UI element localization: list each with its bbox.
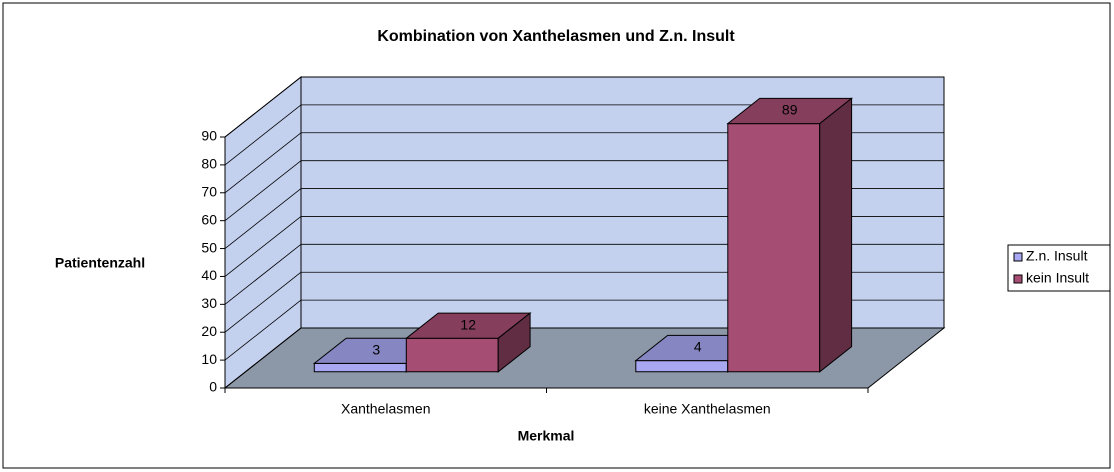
y-axis-label: Patientenzahl <box>55 255 145 271</box>
x-tick-label: keine Xanthelasmen <box>644 401 771 417</box>
bar-front <box>635 360 729 373</box>
y-tick-label: 30 <box>201 295 217 311</box>
grid-line <box>224 244 302 305</box>
grid-line <box>224 160 302 221</box>
data-label: 3 <box>372 342 380 358</box>
data-label: 12 <box>460 316 476 332</box>
grid-line <box>224 216 302 277</box>
chart-title: Kombination von Xanthelasmen und Z.n. In… <box>377 28 735 45</box>
x-tick-label: Xanthelasmen <box>341 401 431 417</box>
bar-front <box>727 123 821 373</box>
y-tick-label: 70 <box>201 183 217 199</box>
legend-swatch <box>1013 252 1023 262</box>
y-tick-label: 10 <box>201 351 217 367</box>
y-tick-label: 90 <box>201 128 217 144</box>
bar-side <box>497 312 531 373</box>
y-tick-label: 0 <box>209 379 217 395</box>
grid-line <box>224 299 302 361</box>
grid-line <box>224 76 302 138</box>
bar-front <box>313 362 407 373</box>
data-label: 4 <box>694 339 702 355</box>
bar-front <box>405 337 499 373</box>
grid-line <box>224 327 302 389</box>
grid-line <box>224 132 302 194</box>
legend-label: kein Insult <box>1026 270 1089 286</box>
data-label: 89 <box>782 102 798 118</box>
grid-line <box>224 188 302 249</box>
y-tick-label: 40 <box>201 267 217 283</box>
y-tick-label: 60 <box>201 211 217 227</box>
x-axis-label: Merkmal <box>518 428 575 444</box>
grid-line <box>224 104 302 166</box>
legend-box <box>1007 244 1111 292</box>
bar-side <box>819 97 853 373</box>
y-tick-label: 20 <box>201 323 217 339</box>
grid-line <box>224 271 302 333</box>
y-tick-label: 80 <box>201 156 217 172</box>
legend-swatch <box>1013 274 1023 284</box>
y-tick-label: 50 <box>201 239 217 255</box>
legend-label: Z.n. Insult <box>1026 248 1088 264</box>
